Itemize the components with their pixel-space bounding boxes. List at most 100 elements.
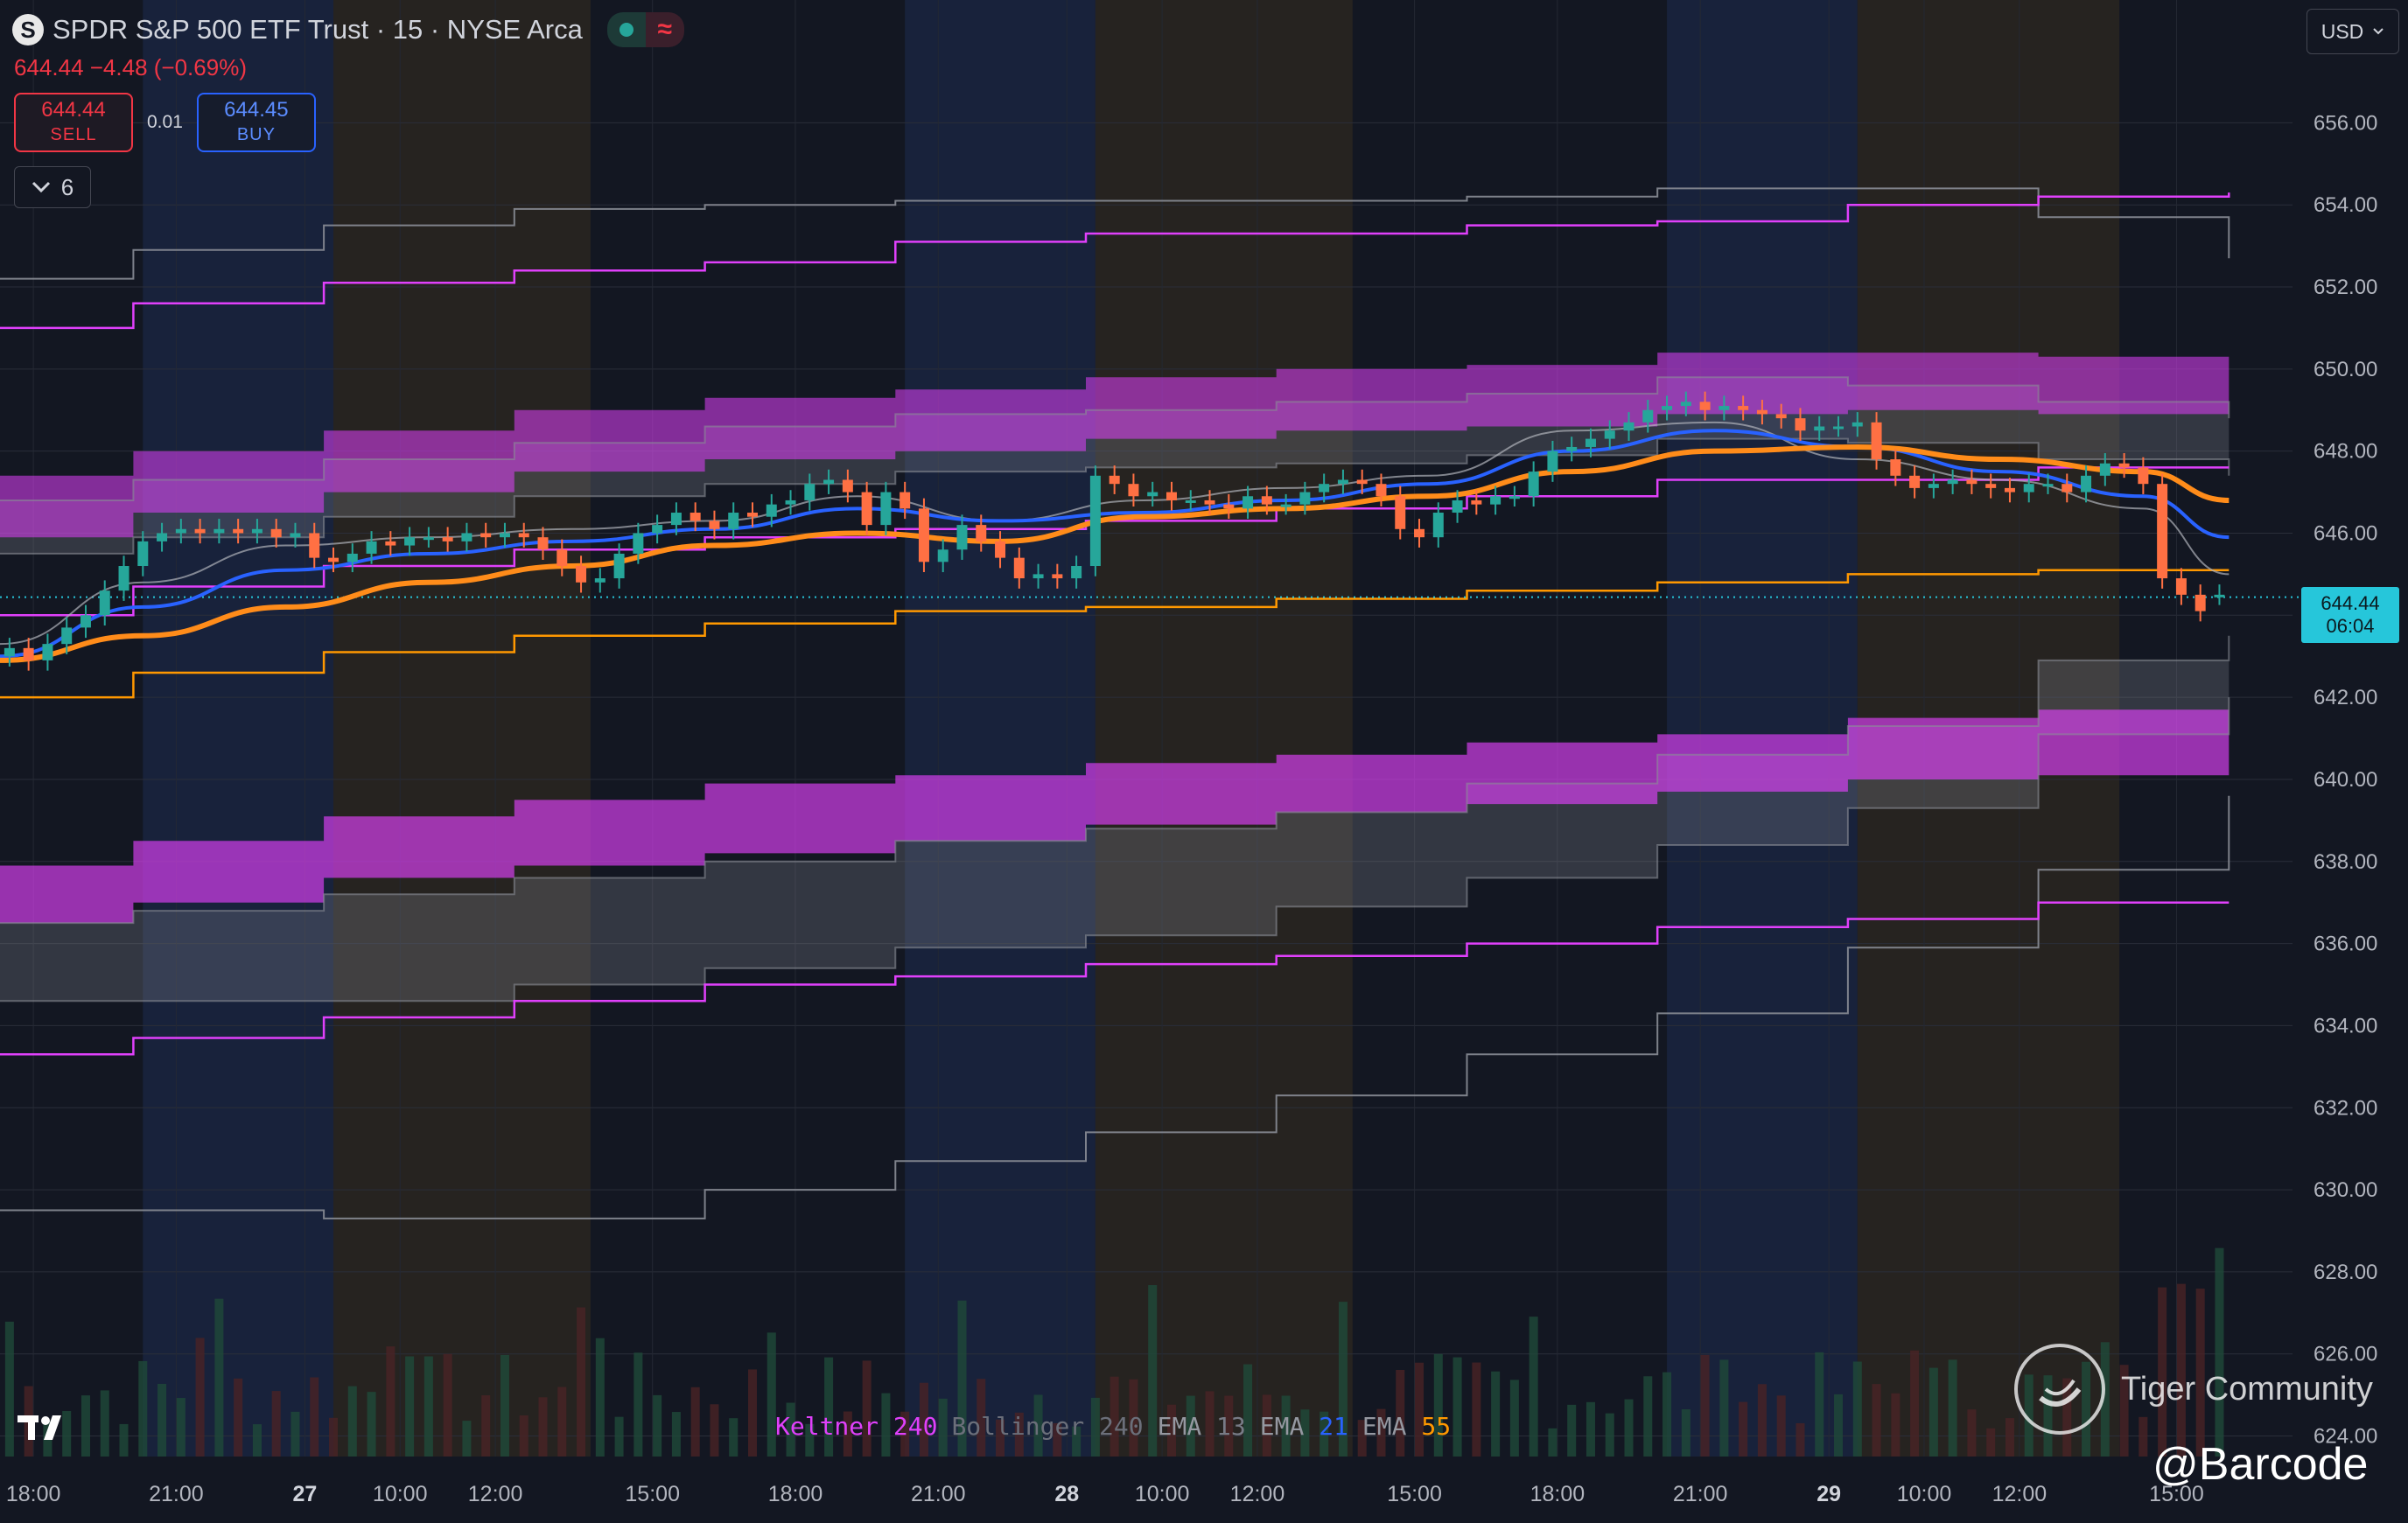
bollinger-zone-edge (0, 376, 2230, 501)
candle (1699, 391, 1711, 421)
volume-bar (1396, 1370, 1405, 1457)
volume-bar (1910, 1350, 1920, 1457)
candle-body (785, 500, 796, 505)
indicator-legend: Keltner 240 Bollinger 240 EMA 13 EMA 21 … (775, 1412, 1451, 1441)
volume-bar (234, 1378, 243, 1457)
keltner-mid-upper-line (0, 466, 2230, 617)
volume-bar (557, 1387, 567, 1457)
currency-select[interactable]: USD (2306, 9, 2399, 54)
candle-body (861, 492, 872, 526)
candle (194, 519, 206, 544)
candle (594, 568, 606, 593)
candle (1471, 490, 1482, 515)
candle-body (1109, 475, 1120, 485)
volume-bar (1643, 1376, 1653, 1457)
candle (652, 514, 663, 544)
legend-ema13[interactable]: EMA 13 (1157, 1412, 1246, 1441)
legend-bollinger[interactable]: Bollinger 240 (951, 1412, 1144, 1441)
tradingview-logo-icon[interactable] (18, 1412, 72, 1452)
volume-bar (1415, 1362, 1424, 1457)
candle (576, 555, 587, 593)
legend-ema21[interactable]: EMA 21 (1259, 1412, 1348, 1441)
candle (613, 543, 625, 589)
candle (1432, 502, 1444, 548)
volume-bar (671, 1412, 681, 1457)
candle (1547, 440, 1558, 482)
candle (1928, 473, 1939, 499)
x-tick-label: 29 (1816, 1482, 1841, 1506)
volume-bar (976, 1379, 986, 1457)
candle-body (461, 533, 472, 541)
candle-body (137, 541, 149, 567)
candle-body (1966, 479, 1978, 485)
candle (1032, 563, 1044, 589)
candle (2214, 584, 2225, 605)
candle (785, 490, 796, 515)
volume-bar (1509, 1380, 1519, 1457)
candle (670, 502, 682, 535)
session-post (1095, 0, 1353, 1457)
candle-body (1089, 475, 1101, 567)
candle (1909, 465, 1921, 499)
candle (61, 617, 73, 654)
tiger-community-watermark: Tiger Community (2014, 1344, 2373, 1435)
volume-bar (805, 1423, 815, 1457)
indicators-toggle-button[interactable]: 6 (14, 166, 91, 208)
y-tick-label: 646.00 (2314, 521, 2377, 545)
volume-bar (634, 1352, 643, 1457)
market-open-icon (606, 12, 646, 47)
x-tick-label: 10:00 (373, 1482, 428, 1506)
candle (728, 502, 739, 540)
candle-body (1947, 479, 1958, 485)
candle-body (613, 553, 625, 579)
legend-keltner[interactable]: Keltner 240 (775, 1412, 938, 1441)
candle-body (23, 647, 34, 660)
candle (1528, 461, 1539, 507)
candle-body (385, 541, 396, 546)
candle (270, 519, 282, 548)
candle-body (404, 537, 416, 546)
author-handle: @Barcode (2152, 1439, 2369, 1490)
sell-button[interactable]: 644.44 SELL (14, 93, 133, 152)
x-tick-label: 21:00 (1673, 1482, 1728, 1506)
y-tick-label: 640.00 (2314, 768, 2377, 792)
candle-body (1471, 500, 1482, 505)
volume-bar (2176, 1283, 2186, 1457)
chevron-down-icon (2373, 28, 2384, 35)
y-tick-label: 652.00 (2314, 276, 2377, 299)
candle (2157, 473, 2168, 589)
y-tick-label: 630.00 (2314, 1178, 2377, 1202)
candle-body (2118, 463, 2130, 468)
symbol-title[interactable]: SPDR S&P 500 ETF Trust · 15 · NYSE Arca (52, 14, 583, 45)
candle-body (1718, 406, 1730, 410)
candle (1814, 416, 1825, 441)
volume-bar (310, 1377, 319, 1457)
candle (423, 527, 434, 548)
candle (137, 531, 149, 576)
volume-bar (1376, 1408, 1386, 1457)
market-status[interactable]: ≈ (606, 12, 684, 47)
candle (1299, 481, 1311, 515)
candle-body (2042, 484, 2054, 487)
candle (2138, 457, 2149, 494)
candle-body (995, 541, 1006, 558)
x-tick-label: 15:00 (1387, 1482, 1442, 1506)
chevron-down-icon (32, 181, 50, 193)
buy-button[interactable]: 644.45 BUY (196, 93, 316, 152)
keltner-upper-line (0, 192, 2230, 330)
symbol-header[interactable]: S SPDR S&P 500 ETF Trust · 15 · NYSE Arc… (12, 9, 684, 51)
y-tick-label: 642.00 (2314, 686, 2377, 709)
y-tick-label: 654.00 (2314, 193, 2377, 217)
ema-line-ema55 (0, 444, 2230, 663)
candle-body (728, 513, 739, 529)
candle (1223, 493, 1235, 520)
candle-body (309, 533, 320, 558)
candle (1356, 469, 1368, 494)
x-tick-label: 12:00 (468, 1482, 523, 1506)
candle (1662, 395, 1673, 421)
legend-ema55[interactable]: EMA 55 (1362, 1412, 1452, 1441)
keltner-lower-line (0, 901, 2230, 1056)
volume-bar (2119, 1365, 2129, 1457)
candle (442, 527, 453, 552)
